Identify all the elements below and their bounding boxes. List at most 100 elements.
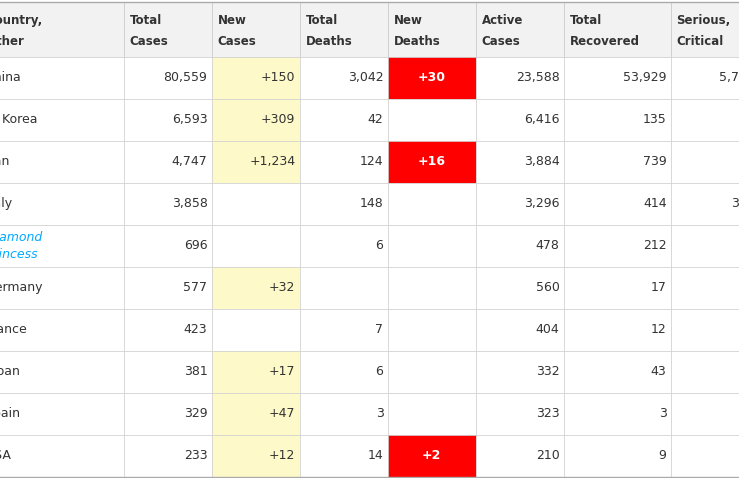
Bar [387, 183, 475, 225]
Text: +16: +16 [418, 155, 446, 168]
Bar [211, 1, 299, 56]
Text: 4,747: 4,747 [171, 155, 208, 168]
Bar [387, 98, 475, 141]
Bar [299, 56, 387, 98]
Bar [123, 98, 211, 141]
Text: Country,: Country, [0, 14, 43, 27]
Text: Deaths: Deaths [393, 34, 440, 48]
Bar [0, 267, 123, 308]
Bar [299, 225, 387, 267]
Bar [123, 56, 211, 98]
Text: 43: 43 [651, 365, 667, 378]
Text: 414: 414 [643, 197, 667, 210]
Text: Total: Total [570, 14, 602, 27]
Bar [387, 308, 475, 350]
Text: 329: 329 [184, 407, 208, 420]
Text: Total: Total [129, 14, 162, 27]
Bar [564, 1, 670, 56]
Text: France: France [0, 323, 27, 336]
Text: 6,593: 6,593 [172, 113, 208, 126]
Bar [564, 435, 670, 477]
Text: 3: 3 [375, 407, 384, 420]
Bar [387, 141, 475, 183]
Bar [0, 183, 123, 225]
Bar [0, 56, 123, 98]
Bar [475, 183, 564, 225]
Bar [387, 350, 475, 392]
Bar [123, 183, 211, 225]
Bar [564, 308, 670, 350]
Text: 135: 135 [643, 113, 667, 126]
Bar [387, 225, 475, 267]
Text: 23,588: 23,588 [516, 71, 559, 84]
Bar [0, 98, 123, 141]
Bar [670, 392, 739, 435]
Bar [670, 1, 739, 56]
Text: Princess: Princess [0, 248, 38, 261]
Text: 5,737: 5,737 [718, 71, 739, 84]
Bar [211, 56, 299, 98]
Text: +32: +32 [269, 281, 296, 294]
Bar [123, 308, 211, 350]
Text: 3,042: 3,042 [348, 71, 384, 84]
Bar [299, 350, 387, 392]
Bar [0, 225, 123, 267]
Text: 210: 210 [536, 449, 559, 462]
Text: 9: 9 [658, 449, 667, 462]
Bar [299, 267, 387, 308]
Bar [123, 141, 211, 183]
Text: 53,929: 53,929 [623, 71, 667, 84]
Bar [475, 56, 564, 98]
Text: 381: 381 [184, 365, 208, 378]
Text: Spain: Spain [0, 407, 21, 420]
Text: 577: 577 [183, 281, 208, 294]
Bar [564, 392, 670, 435]
Bar [670, 183, 739, 225]
Bar [123, 435, 211, 477]
Bar [299, 98, 387, 141]
Bar [670, 56, 739, 98]
Text: 560: 560 [536, 281, 559, 294]
Bar [670, 308, 739, 350]
Text: Italy: Italy [0, 197, 13, 210]
Bar [564, 141, 670, 183]
Text: 7: 7 [375, 323, 384, 336]
Bar [211, 308, 299, 350]
Bar [211, 267, 299, 308]
Bar [564, 183, 670, 225]
Bar [387, 267, 475, 308]
Bar [211, 183, 299, 225]
Text: +2: +2 [422, 449, 441, 462]
Text: 233: 233 [184, 449, 208, 462]
Text: 80,559: 80,559 [163, 71, 208, 84]
Bar [211, 350, 299, 392]
Bar [475, 350, 564, 392]
Bar [670, 141, 739, 183]
Text: New: New [393, 14, 423, 27]
Text: +150: +150 [261, 71, 296, 84]
Bar [299, 308, 387, 350]
Text: Critical: Critical [676, 34, 723, 48]
Bar [0, 1, 123, 56]
Text: 423: 423 [184, 323, 208, 336]
Bar [299, 1, 387, 56]
Bar [123, 267, 211, 308]
Text: +12: +12 [269, 449, 296, 462]
Bar [0, 392, 123, 435]
Bar [564, 225, 670, 267]
Bar [670, 98, 739, 141]
Bar [670, 225, 739, 267]
Bar [564, 98, 670, 141]
Bar [475, 225, 564, 267]
Bar [123, 350, 211, 392]
Bar [475, 141, 564, 183]
Bar [387, 1, 475, 56]
Text: +30: +30 [418, 71, 446, 84]
Text: Total: Total [305, 14, 338, 27]
Text: S. Korea: S. Korea [0, 113, 37, 126]
Bar [123, 392, 211, 435]
Bar [564, 267, 670, 308]
Bar [0, 141, 123, 183]
Bar [0, 435, 123, 477]
Bar [123, 225, 211, 267]
